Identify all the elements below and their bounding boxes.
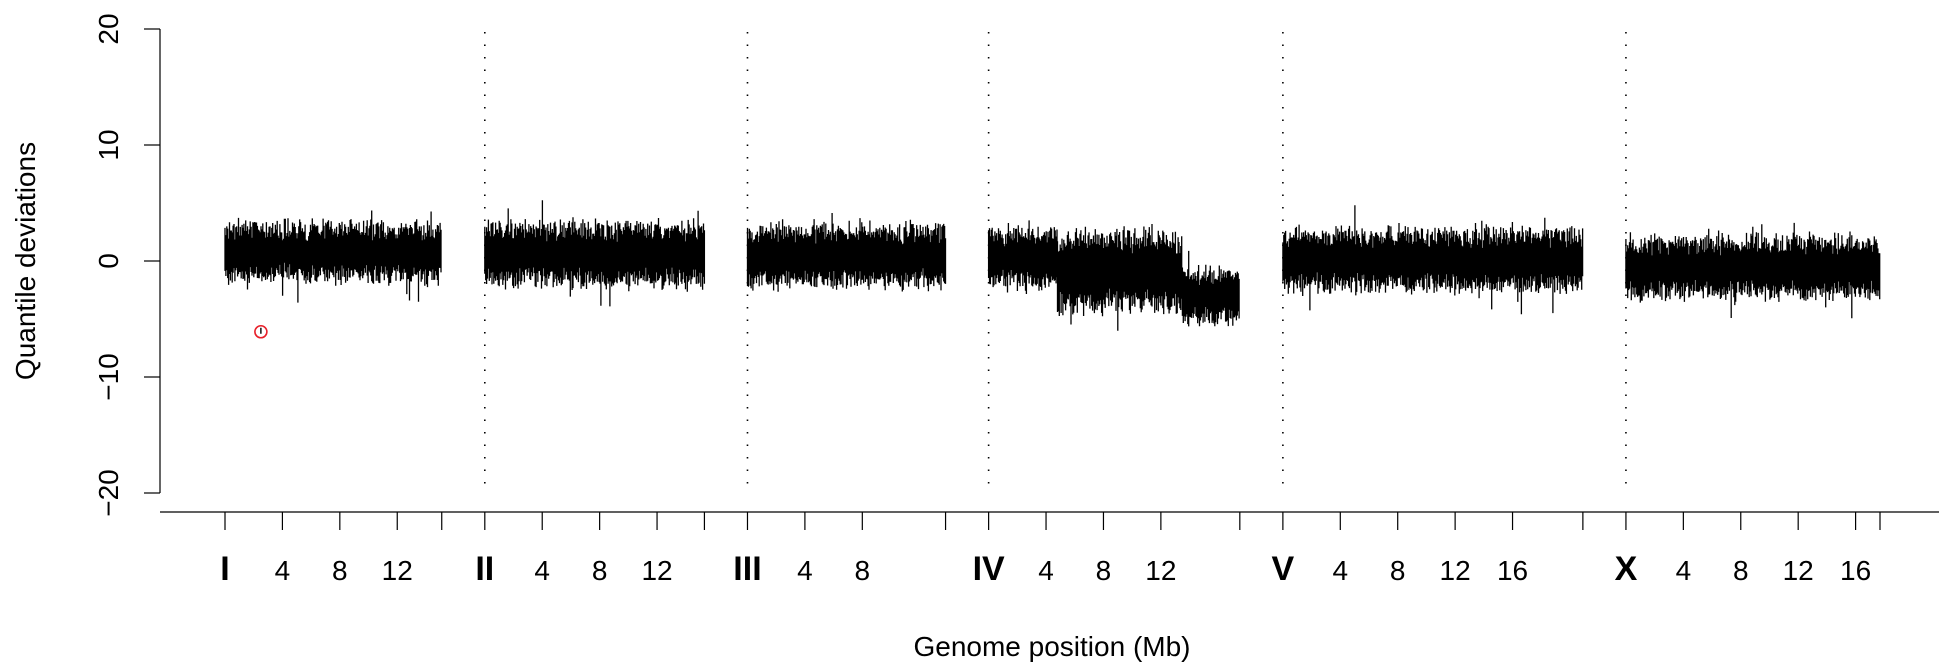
chromosome-label: X (1615, 550, 1638, 588)
y-axis: −20 −10 0 10 20 (93, 13, 160, 516)
chromosome-label: II (475, 550, 494, 588)
y-tick-label: −20 (93, 469, 124, 517)
deviation-band (989, 220, 1057, 294)
x-axis: I 4 8 12 II 4 8 12 III 4 8 IV 4 8 12 V 4 8 12 16 X 4 8 12 16 (220, 512, 1880, 588)
x-tick-label: 16 (1840, 555, 1871, 586)
deviation-band (1283, 205, 1583, 314)
y-tick-label: 20 (93, 13, 124, 44)
x-tick-label: 8 (332, 555, 348, 586)
chromosome-label: IV (973, 550, 1005, 588)
y-tick-label: 10 (93, 129, 124, 160)
x-tick-label: 12 (1145, 555, 1176, 586)
x-tick-label: 8 (855, 555, 871, 586)
x-tick-label: 8 (1390, 555, 1406, 586)
x-tick-label: 12 (1440, 555, 1471, 586)
deviation-band (485, 200, 705, 306)
y-axis-title: Quantile deviations (10, 142, 41, 380)
x-tick-label: 4 (1333, 555, 1349, 586)
chromosome-label: V (1272, 550, 1295, 588)
y-tick-label: −10 (93, 353, 124, 401)
x-tick-label: 8 (592, 555, 608, 586)
deviation-bands (225, 200, 1880, 331)
x-tick-label: 4 (1038, 555, 1054, 586)
deviation-band (1182, 251, 1239, 327)
x-tick-label: 12 (1783, 555, 1814, 586)
deviation-band (1058, 224, 1182, 331)
x-tick-label: 4 (534, 555, 550, 586)
deviation-band (1626, 223, 1880, 318)
x-tick-label: 4 (275, 555, 291, 586)
x-tick-label: 8 (1733, 555, 1749, 586)
outlier-points (255, 326, 267, 338)
chromosome-label: I (220, 550, 229, 588)
deviation-band (748, 213, 946, 292)
x-tick-label: 12 (641, 555, 672, 586)
x-tick-label: 12 (382, 555, 413, 586)
deviation-band (225, 211, 441, 303)
y-tick-label: 0 (93, 253, 124, 269)
x-tick-label: 8 (1096, 555, 1112, 586)
chromosome-label: III (733, 550, 761, 588)
x-axis-title: Genome position (Mb) (913, 631, 1190, 662)
x-tick-label: 4 (797, 555, 813, 586)
x-tick-label: 4 (1676, 555, 1692, 586)
x-tick-label: 16 (1497, 555, 1528, 586)
